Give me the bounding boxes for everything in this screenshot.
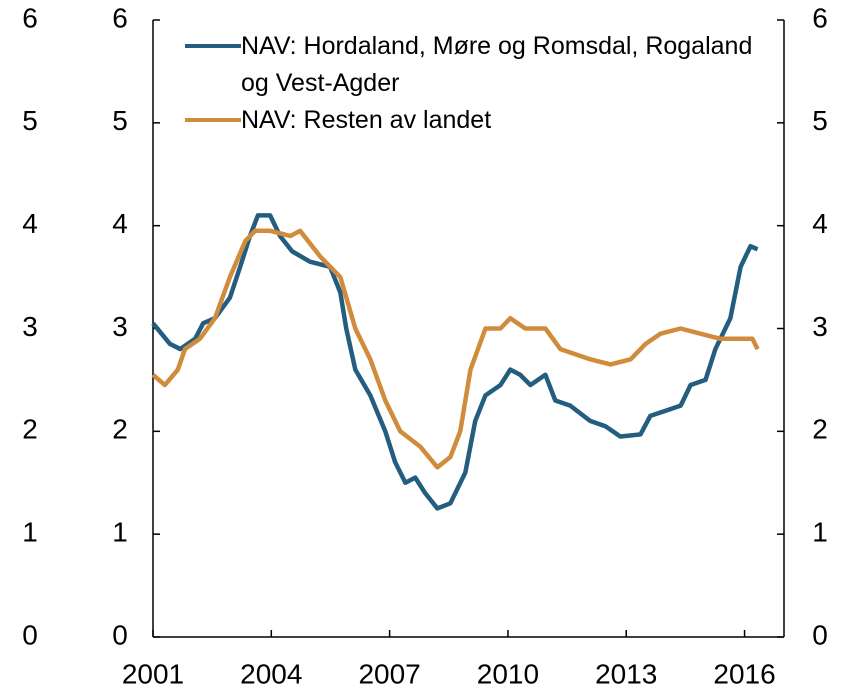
x-tick-label: 2016: [713, 658, 775, 689]
series-line: [151, 228, 760, 470]
y2-tick-label: 0: [812, 619, 828, 650]
y-tick-label: 3: [112, 311, 128, 342]
y-tick-label-outer: 1: [22, 517, 38, 548]
y2-tick-label: 5: [812, 105, 828, 136]
series-line: [151, 213, 759, 511]
legend: NAV: Hordaland, Møre og Romsdal, Rogalan…: [185, 28, 761, 139]
y2-tick-label: 3: [812, 311, 828, 342]
y-tick-label-outer: 5: [22, 105, 38, 136]
y-tick-label-outer: 2: [22, 414, 38, 445]
y-tick-label-outer: 4: [22, 208, 38, 239]
y-tick-label: 0: [112, 619, 128, 650]
y-tick-label: 5: [112, 105, 128, 136]
legend-item: NAV: Hordaland, Møre og Romsdal, Rogalan…: [185, 28, 761, 102]
legend-item: NAV: Resten av landet: [185, 102, 761, 139]
y-tick-label: 1: [112, 517, 128, 548]
y2-tick-label: 1: [812, 517, 828, 548]
x-tick-label: 2010: [477, 658, 539, 689]
legend-swatch: [185, 118, 241, 122]
x-tick-label: 2013: [595, 658, 657, 689]
legend-label: NAV: Hordaland, Møre og Romsdal, Rogalan…: [241, 32, 753, 97]
y-tick-label: 4: [112, 208, 128, 239]
x-tick-label: 2007: [358, 658, 420, 689]
y-tick-label-outer: 3: [22, 311, 38, 342]
x-tick-label: 2004: [240, 658, 302, 689]
y-tick-label-outer: 6: [22, 2, 38, 33]
y2-tick-label: 4: [812, 208, 828, 239]
y2-tick-label: 2: [812, 414, 828, 445]
legend-swatch: [185, 44, 241, 48]
legend-label: NAV: Resten av landet: [241, 106, 492, 134]
y-tick-label-outer: 0: [22, 619, 38, 650]
x-tick-label: 2001: [122, 658, 184, 689]
y2-tick-label: 6: [812, 2, 828, 33]
y-tick-label: 6: [112, 2, 128, 33]
y-tick-label: 2: [112, 414, 128, 445]
